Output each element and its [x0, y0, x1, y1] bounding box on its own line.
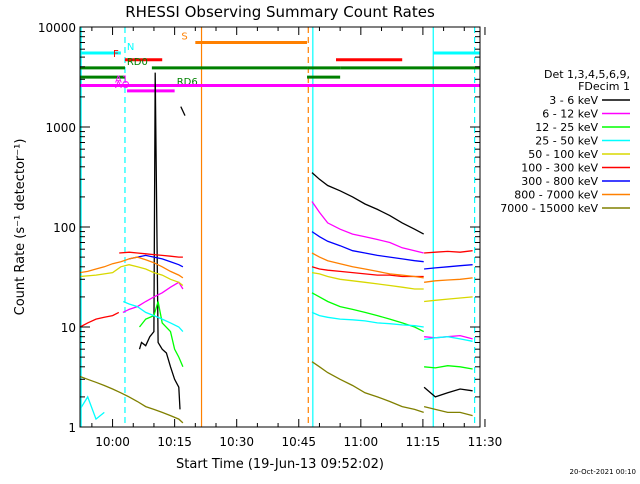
- legend-label: 25 - 50 keV: [535, 135, 598, 148]
- axes: 10:00 10:15 10:30 10:45 11:00 11:15 11:30 1 10 10…: [38, 21, 502, 449]
- y-axis-label: Count Rate (s⁻¹ detector⁻¹): [13, 139, 28, 316]
- series-line: [311, 231, 424, 263]
- legend-label: 3 - 6 keV: [549, 94, 598, 107]
- y-tick-label: 1000: [45, 121, 76, 135]
- x-tick-label: 11:00: [344, 435, 379, 449]
- series-line: [311, 271, 424, 290]
- series-line: [128, 254, 184, 268]
- legend-label: 12 - 25 keV: [535, 121, 598, 134]
- x-tick-label: 10:00: [95, 435, 130, 449]
- x-tick-label: 10:30: [219, 435, 254, 449]
- legend-header-line-2: FDecim 1: [578, 80, 630, 93]
- series-line: [424, 296, 473, 303]
- series-line: [424, 264, 473, 270]
- x-tick-label: 10:15: [157, 435, 192, 449]
- x-tick-label: 11:30: [468, 435, 503, 449]
- flag-label-s: S: [181, 31, 187, 42]
- series-line: [423, 405, 473, 417]
- x-axis-label: Start Time (19-Jun-13 09:52:02): [176, 457, 384, 472]
- series-line: [79, 375, 184, 424]
- series-line: [79, 311, 120, 328]
- legend-label: 100 - 300 keV: [521, 162, 598, 175]
- legend-label: 50 - 100 keV: [528, 148, 598, 161]
- x-tick-label: 10:45: [281, 435, 316, 449]
- legend-label: 800 - 7000 keV: [514, 189, 598, 202]
- flag-label-n: N: [127, 42, 134, 53]
- y-tick-label: 10: [61, 321, 76, 335]
- plot-area: NFSRD0RD6AOA1: [79, 27, 480, 427]
- chart-title: RHESSI Observing Summary Count Rates: [125, 3, 435, 21]
- series-line: [424, 250, 473, 254]
- legend-header-line-1: Det 1,3,4,5,6,9,: [544, 68, 630, 81]
- series-line: [138, 301, 184, 368]
- series-line: [424, 277, 473, 283]
- series-line: [311, 252, 424, 279]
- legend-label: 300 - 800 keV: [521, 175, 598, 188]
- legend-label: 6 - 12 keV: [542, 108, 598, 121]
- legend-label: 7000 - 15000 keV: [500, 202, 598, 215]
- y-tick-label: 1: [68, 421, 76, 435]
- series-line: [79, 256, 184, 279]
- timestamp: 20-Oct-2021 00:10: [570, 468, 636, 476]
- flag-label-a1: A1: [115, 75, 128, 86]
- flag-label-rd6: RD6: [177, 77, 198, 88]
- series-line: [311, 172, 425, 235]
- series-line: [122, 281, 184, 313]
- series-line: [424, 336, 473, 342]
- x-tick-label: 11:15: [406, 435, 441, 449]
- series-line: [123, 300, 184, 333]
- series-line: [311, 292, 424, 333]
- y-tick-label: 10000: [38, 21, 76, 35]
- series-line: [311, 311, 424, 328]
- series-line: [311, 361, 424, 414]
- series-line: [79, 395, 105, 421]
- series-line: [79, 264, 184, 287]
- series-line: [180, 106, 186, 116]
- series-line: [311, 201, 424, 254]
- series-line: [423, 386, 473, 398]
- series-line: [119, 251, 183, 258]
- series-line: [138, 72, 181, 410]
- flag-label-rd0: RD0: [127, 57, 148, 68]
- series-line: [424, 365, 473, 370]
- y-tick-label: 100: [53, 221, 76, 235]
- flag-label-f: F: [113, 49, 119, 60]
- series-line: [311, 266, 424, 278]
